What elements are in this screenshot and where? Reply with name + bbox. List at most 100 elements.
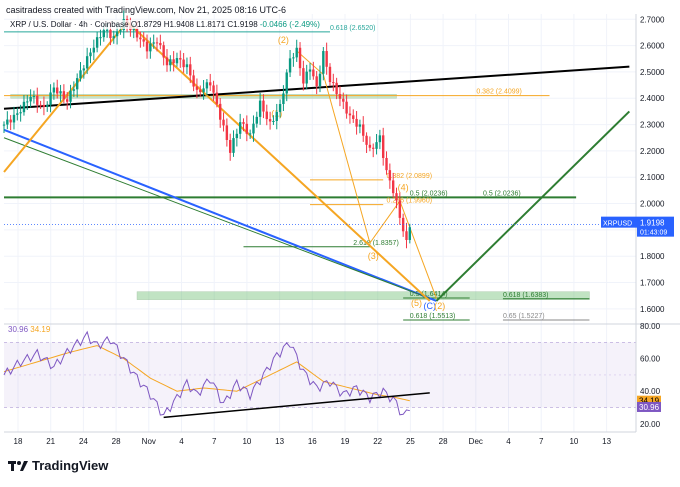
candle-body: [398, 200, 402, 218]
rsi-tag-text: 30.96: [639, 403, 660, 412]
candle-body: [42, 104, 46, 107]
y-tick-label: 1.8000: [640, 252, 665, 261]
tradingview-logo-icon: [8, 460, 28, 471]
candle-body: [255, 116, 258, 124]
candle-body: [172, 59, 175, 64]
candle-body: [32, 95, 36, 97]
candle-body: [209, 82, 212, 86]
candle-body: [165, 57, 169, 66]
credit-text: casitradess created with TradingView.com…: [6, 5, 286, 15]
support-zone: [136, 291, 590, 300]
candle-body: [215, 92, 219, 104]
candle-body: [298, 47, 302, 69]
candle-body: [135, 28, 139, 38]
rsi-legend: 30.96 34.19: [8, 325, 50, 334]
candle-body: [149, 43, 152, 52]
candle-body: [375, 142, 378, 149]
last-price-tag: [637, 216, 674, 237]
y-tick-label: 2.4000: [640, 94, 665, 103]
channel-line: [3, 137, 430, 299]
candle-body: [382, 135, 385, 158]
candle-body: [182, 59, 185, 68]
candle-body: [232, 138, 235, 153]
candle-body: [265, 111, 268, 120]
candle-body: [225, 125, 229, 140]
candle-body: [368, 144, 372, 148]
candle-body: [312, 69, 315, 77]
y-tick-label: 2.5000: [640, 68, 665, 77]
rsi-tick-label: 20.00: [640, 420, 661, 429]
candle-body: [212, 85, 215, 93]
rsi-trendline: [163, 392, 430, 419]
candle-body: [95, 37, 99, 48]
ohlc-open: O1.8729: [130, 20, 162, 29]
candle-body: [29, 96, 32, 102]
candle-body: [109, 29, 112, 39]
candle-body: [262, 100, 265, 112]
candle-body: [62, 91, 66, 100]
candle-body: [282, 93, 285, 105]
candle-body: [6, 119, 9, 125]
candle-body: [395, 193, 398, 201]
candle-body: [305, 71, 308, 84]
x-tick-label: 10: [242, 437, 251, 446]
fib-level-label: 0.382 (2.0899): [387, 173, 433, 180]
candle-body: [89, 52, 92, 57]
candle-body: [202, 88, 205, 93]
y-tick-label: 2.7000: [640, 15, 665, 24]
brand-name: TradingView: [32, 458, 109, 473]
candle-body: [352, 115, 355, 119]
y-tick-label: 2.0000: [640, 200, 665, 209]
candle-body: [315, 76, 318, 87]
candle-body: [79, 70, 82, 79]
candle-body: [82, 68, 86, 71]
candle-body: [362, 124, 365, 136]
rsi-tick-label: 60.00: [640, 355, 661, 364]
candle-body: [105, 29, 109, 31]
x-tick-label: 24: [79, 437, 88, 446]
last-price-value: 1.9198: [640, 219, 665, 228]
y-tick-label: 2.3000: [640, 121, 665, 130]
rsi-line: [3, 330, 410, 416]
candle-body: [66, 99, 69, 102]
candle-body: [22, 101, 26, 113]
rsi-ma-tag-text: 34.19: [639, 397, 660, 406]
y-tick-label: 2.6000: [640, 42, 665, 51]
candle-body: [378, 135, 382, 143]
candle-body: [72, 89, 76, 91]
candle-body: [408, 227, 412, 240]
candle-body: [365, 135, 368, 145]
x-tick-label: 16: [308, 437, 317, 446]
y-tick-label: 2.1000: [640, 173, 665, 182]
candle-body: [169, 59, 172, 66]
candle-body: [302, 68, 305, 84]
candle-body: [52, 87, 56, 93]
candle-body: [99, 37, 102, 39]
rsi-ma-tag: [637, 395, 661, 406]
candle-body: [355, 118, 358, 127]
candle-body: [59, 91, 62, 94]
candle-body: [285, 72, 288, 94]
candle-body: [16, 113, 19, 115]
x-tick-label: 13: [602, 437, 611, 446]
candle-body: [252, 123, 255, 134]
x-tick-label: 7: [212, 437, 217, 446]
support-trendline: [3, 128, 437, 302]
projected-wave-path: [296, 50, 437, 299]
candle-body: [328, 66, 332, 83]
candle-body: [19, 112, 22, 114]
fib-level-label: 0.65 (1.5227): [503, 313, 545, 320]
wave-label: (2): [434, 301, 445, 311]
candle-body: [242, 122, 245, 124]
fib-level-label: 0.5 (2.0236): [483, 190, 521, 197]
candle-body: [145, 41, 149, 52]
candle-body: [238, 122, 242, 134]
x-tick-label: 18: [14, 437, 23, 446]
candle-body: [115, 31, 119, 37]
candle-body: [288, 58, 292, 73]
candle-body: [12, 114, 16, 123]
x-tick-label: 4: [179, 437, 184, 446]
rsi-value: 30.96: [8, 325, 29, 334]
candle-body: [102, 30, 105, 38]
